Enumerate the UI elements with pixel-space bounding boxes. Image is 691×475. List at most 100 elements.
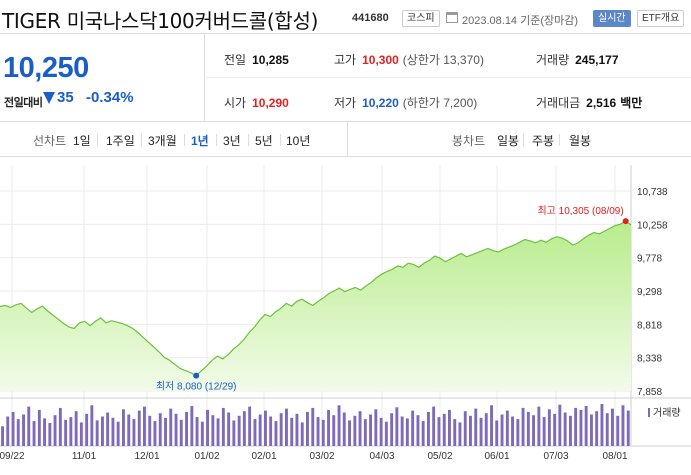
y-tick-label: 7,858 bbox=[637, 387, 662, 398]
stat-prev-close-label: 전일 bbox=[224, 53, 247, 67]
realtime-button[interactable]: 실시간 bbox=[593, 10, 631, 27]
tab-1d[interactable]: 1일 bbox=[73, 134, 91, 148]
tab-separator bbox=[184, 134, 185, 146]
volume-bar bbox=[132, 419, 136, 446]
volume-bar bbox=[58, 407, 62, 446]
volume-bar bbox=[537, 406, 541, 446]
x-tick-label: 07/03 bbox=[543, 451, 568, 462]
stat-amount-unit: 백만 bbox=[620, 96, 643, 110]
volume-bar bbox=[200, 421, 204, 446]
tab-1y[interactable]: 1년 bbox=[191, 134, 209, 148]
volume-bar bbox=[85, 413, 89, 446]
stat-amount-label: 거래대금 bbox=[536, 96, 581, 110]
volume-bar bbox=[300, 422, 304, 446]
tab-separator bbox=[523, 134, 524, 146]
x-tick-label: 05/02 bbox=[427, 451, 452, 462]
volume-bar bbox=[542, 417, 546, 446]
volume-bar bbox=[295, 413, 299, 446]
volume-bar bbox=[122, 409, 125, 447]
y-tick-label: 8,338 bbox=[637, 354, 662, 365]
volume-bar bbox=[253, 419, 257, 446]
volume-bar bbox=[306, 411, 309, 446]
volume-bar bbox=[27, 406, 31, 446]
etf-overview-button[interactable]: ETF개요 bbox=[637, 10, 685, 27]
stat-volume-label: 거래량 bbox=[536, 53, 570, 67]
volume-bar bbox=[127, 414, 131, 446]
current-price: 10,250 bbox=[3, 52, 89, 84]
tab-3m[interactable]: 3개월 bbox=[148, 134, 177, 148]
y-tick-label: 10,258 bbox=[637, 220, 668, 231]
tab-separator bbox=[559, 134, 560, 146]
volume-bar bbox=[348, 420, 351, 446]
stat-open-label: 시가 bbox=[224, 96, 247, 110]
stat-open: 시가 10,290 bbox=[224, 94, 289, 111]
volume-bar bbox=[621, 405, 625, 446]
y-tick-label: 8,818 bbox=[637, 320, 662, 331]
volume-bar bbox=[101, 416, 104, 446]
x-tick-label: 01/02 bbox=[194, 451, 219, 462]
volume-bar bbox=[342, 412, 346, 446]
volume-bar bbox=[137, 410, 141, 446]
y-tick-label: 9,298 bbox=[637, 287, 662, 298]
volume-bar bbox=[232, 420, 236, 446]
volume-bar bbox=[579, 409, 583, 446]
volume-bar bbox=[143, 406, 146, 446]
volume-bar bbox=[337, 405, 341, 446]
volume-bar bbox=[11, 411, 15, 446]
tab-separator bbox=[248, 134, 249, 146]
tab-monthly[interactable]: 월봉 bbox=[569, 134, 592, 148]
volume-bar bbox=[69, 417, 73, 446]
tab-separator bbox=[280, 134, 281, 146]
x-tick-label: 11/01 bbox=[72, 451, 97, 462]
volume-bar bbox=[511, 416, 514, 446]
volume-bar bbox=[400, 416, 404, 446]
volume-bar bbox=[584, 406, 588, 446]
change-label: 전일대비 bbox=[4, 97, 43, 109]
x-tick-label: 06/01 bbox=[484, 451, 509, 462]
volume-bar bbox=[369, 414, 372, 446]
volume-bar bbox=[16, 419, 20, 446]
tab-daily[interactable]: 일봉 bbox=[497, 134, 520, 148]
tab-1w[interactable]: 1주일 bbox=[106, 134, 135, 148]
volume-legend-swatch bbox=[648, 408, 650, 417]
volume-bar bbox=[421, 421, 425, 446]
tab-10y[interactable]: 10년 bbox=[286, 134, 311, 148]
stat-low: 저가 10,220 (하한가 7,200) bbox=[334, 94, 477, 111]
volume-bar bbox=[90, 405, 94, 446]
volume-bar bbox=[22, 414, 25, 446]
volume-bar bbox=[179, 419, 183, 447]
volume-bar bbox=[384, 421, 388, 446]
volume-bar bbox=[516, 419, 520, 446]
volume-bar bbox=[74, 411, 78, 446]
volume-bar bbox=[153, 421, 157, 446]
volume-bar bbox=[227, 412, 231, 446]
page-title: TIGER 미국나스닥100커버드콜(합성) bbox=[2, 9, 319, 33]
volume-bar bbox=[595, 411, 599, 446]
stat-prev-close: 전일 10,285 bbox=[224, 51, 289, 68]
volume-bar bbox=[53, 415, 57, 446]
volume-bar bbox=[79, 422, 83, 446]
as-of-date: 2023.08.14 기준(장마감) bbox=[462, 15, 579, 27]
stat-open-value: 10,290 bbox=[252, 96, 289, 110]
volume-bar bbox=[563, 412, 567, 446]
tab-3y[interactable]: 3년 bbox=[223, 134, 241, 148]
x-tick-label: 04/03 bbox=[369, 451, 394, 462]
volume-bar bbox=[574, 407, 578, 446]
volume-bar bbox=[453, 419, 457, 446]
tab-weekly[interactable]: 주봉 bbox=[532, 134, 555, 148]
volume-bar bbox=[505, 410, 509, 446]
stat-high-label: 고가 bbox=[334, 53, 357, 67]
volume-bar bbox=[416, 415, 420, 446]
volume-bar bbox=[95, 420, 99, 446]
stat-low-value: 10,220 bbox=[362, 96, 399, 110]
volume-bar bbox=[500, 414, 504, 446]
volume-bar bbox=[169, 408, 173, 446]
volume-bar bbox=[269, 416, 273, 446]
x-tick-label: 09/22 bbox=[0, 451, 25, 462]
tab-5y[interactable]: 5년 bbox=[255, 134, 273, 148]
stat-high: 고가 10,300 (상한가 13,370) bbox=[334, 51, 484, 68]
stat-high-value: 10,300 bbox=[362, 53, 399, 67]
volume-bar bbox=[353, 415, 357, 446]
volume-bar bbox=[474, 408, 478, 446]
